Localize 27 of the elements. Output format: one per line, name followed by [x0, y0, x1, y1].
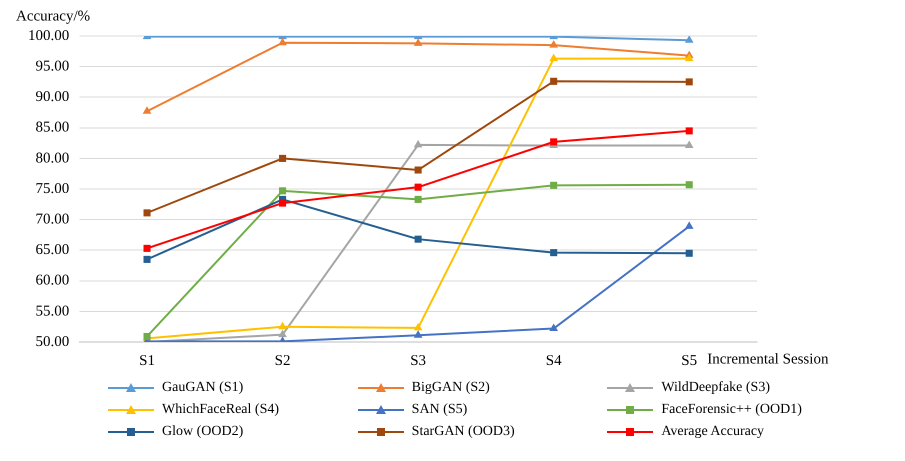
x-tick-label: S2	[274, 352, 290, 369]
legend-label: BigGAN (S2)	[412, 380, 490, 396]
y-tick-label: 70.00	[36, 212, 70, 228]
y-tick-label: 100.00	[28, 28, 70, 44]
y-tick-label: 95.00	[36, 58, 70, 75]
x-tick-label: S1	[139, 352, 155, 369]
legend-label: GauGAN (S1)	[162, 380, 244, 396]
y-tick-label: 85.00	[36, 120, 70, 136]
legend-label: FaceForensic++ (OOD1)	[661, 402, 802, 418]
legend-label: Average Accuracy	[661, 424, 764, 440]
legend-label: WhichFaceReal (S4)	[162, 402, 280, 418]
legend-label: WildDeepfake (S3)	[661, 380, 770, 396]
legend-label: SAN (S5)	[412, 402, 468, 418]
y-tick-label: 90.00	[36, 89, 70, 106]
y-axis-title: Accuracy/%	[16, 8, 90, 24]
legend-label: StarGAN (OOD3)	[412, 424, 515, 440]
x-tick-label: S4	[546, 352, 562, 369]
y-tick-label: 55.00	[36, 303, 70, 320]
x-tick-label: S5	[681, 352, 698, 369]
x-tick-label: S3	[410, 352, 426, 369]
x-axis-title: Incremental Session	[707, 351, 829, 368]
y-tick-label: 75.00	[36, 180, 70, 197]
y-tick-label: 50.00	[36, 334, 70, 350]
y-tick-label: 60.00	[36, 272, 70, 289]
y-tick-label: 80.00	[36, 150, 70, 166]
y-tick-label: 65.00	[36, 242, 70, 258]
legend-label: Glow (OOD2)	[162, 424, 244, 440]
